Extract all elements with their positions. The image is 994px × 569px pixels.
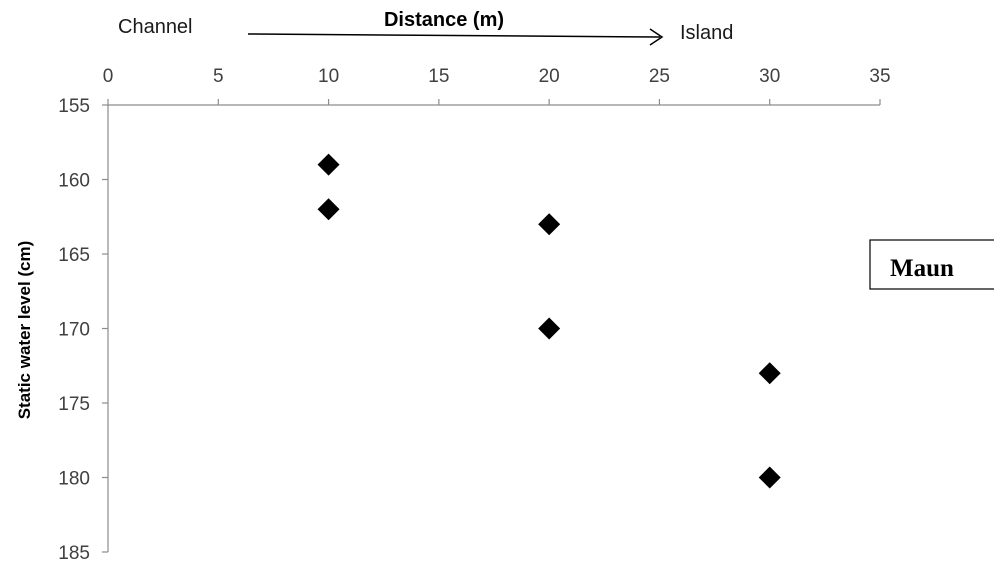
y-tick-label: 165 bbox=[58, 245, 90, 266]
y-tick-label: 185 bbox=[58, 543, 90, 564]
data-point-marker bbox=[758, 362, 781, 385]
x-axis-ticks: 0 5 10 15 20 25 30 35 bbox=[103, 66, 891, 105]
x-tick-label: 30 bbox=[759, 66, 780, 87]
direction-arrow-head bbox=[649, 28, 664, 46]
data-point-marker bbox=[317, 198, 340, 221]
data-point-marker bbox=[317, 153, 340, 176]
x-tick-label: 10 bbox=[318, 66, 339, 87]
island-label: Island bbox=[680, 22, 733, 44]
x-tick-label: 5 bbox=[213, 66, 224, 87]
data-point-marker bbox=[758, 466, 781, 489]
location-box: Maun bbox=[869, 239, 994, 290]
y-tick-label: 160 bbox=[58, 171, 90, 192]
y-tick-label: 175 bbox=[58, 394, 90, 415]
data-point-marker bbox=[538, 213, 561, 236]
x-tick-label: 0 bbox=[103, 66, 114, 87]
y-tick-label: 170 bbox=[58, 320, 90, 341]
y-tick-label: 180 bbox=[58, 469, 90, 490]
data-points bbox=[317, 153, 781, 489]
y-axis-ticks: 155 160 165 170 175 180 185 bbox=[58, 96, 108, 564]
x-tick-label: 25 bbox=[649, 66, 670, 87]
x-tick-label: 35 bbox=[869, 66, 890, 87]
y-tick-label: 155 bbox=[58, 96, 90, 117]
x-tick-label: 20 bbox=[539, 66, 560, 87]
data-point-marker bbox=[538, 317, 561, 340]
channel-label: Channel bbox=[118, 16, 193, 38]
chart-title: Distance (m) bbox=[384, 9, 504, 31]
direction-arrow-line bbox=[247, 33, 661, 38]
location-box-label: Maun bbox=[890, 255, 954, 282]
y-axis-label: Static water level (cm) bbox=[15, 241, 34, 420]
x-tick-label: 15 bbox=[428, 66, 449, 87]
